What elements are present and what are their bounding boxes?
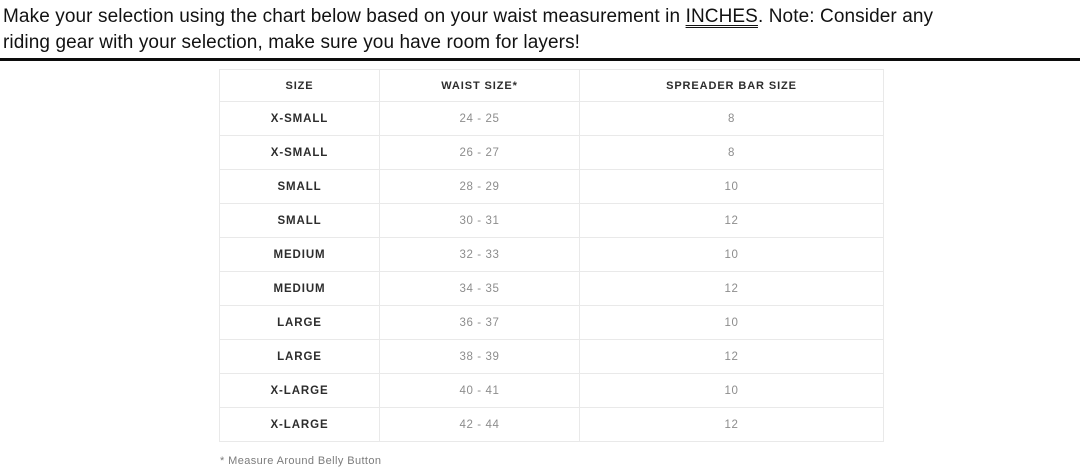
waist-cell: 30 - 31 [379, 203, 580, 238]
size-cell: LARGE [219, 305, 380, 340]
spreader-cell: 12 [579, 339, 884, 374]
table-row: LARGE 38 - 39 12 [219, 339, 884, 374]
spreader-cell: 12 [579, 271, 884, 306]
size-cell: SMALL [219, 203, 380, 238]
size-chart: SIZE WAIST SIZE* SPREADER BAR SIZE X-SMA… [219, 69, 884, 442]
inches-emphasis: INCHES [685, 6, 758, 27]
table-row: X-LARGE 40 - 41 10 [219, 373, 884, 408]
waist-cell: 36 - 37 [379, 305, 580, 340]
waist-cell: 24 - 25 [379, 101, 580, 136]
waist-cell: 34 - 35 [379, 271, 580, 306]
spreader-cell: 10 [579, 305, 884, 340]
table-row: SMALL 30 - 31 12 [219, 203, 884, 238]
table-row: LARGE 36 - 37 10 [219, 305, 884, 340]
spreader-cell: 10 [579, 169, 884, 204]
waist-cell: 42 - 44 [379, 407, 580, 442]
size-cell: X-SMALL [219, 135, 380, 170]
waist-cell: 32 - 33 [379, 237, 580, 272]
spreader-cell: 12 [579, 203, 884, 238]
instruction-line2: riding gear with your selection, make su… [3, 32, 581, 53]
header-row: SIZE WAIST SIZE* SPREADER BAR SIZE [219, 69, 884, 102]
instruction-line1-after: . Note: Consider any [757, 6, 934, 27]
size-cell: X-SMALL [219, 101, 380, 136]
waist-cell: 40 - 41 [379, 373, 580, 408]
table-row: SMALL 28 - 29 10 [219, 169, 884, 204]
table-row: MEDIUM 32 - 33 10 [219, 237, 884, 272]
column-header-size: SIZE [219, 69, 380, 102]
table-row: X-LARGE 42 - 44 12 [219, 407, 884, 442]
size-cell: LARGE [219, 339, 380, 374]
instruction-text: Make your selection using the chart belo… [0, 0, 1080, 56]
table-row: X-SMALL 26 - 27 8 [219, 135, 884, 170]
size-cell: X-LARGE [219, 407, 380, 442]
divider-line [0, 58, 1080, 61]
spreader-cell: 12 [579, 407, 884, 442]
spreader-cell: 10 [579, 373, 884, 408]
waist-cell: 38 - 39 [379, 339, 580, 374]
spreader-cell: 10 [579, 237, 884, 272]
spreader-cell: 8 [579, 135, 884, 170]
column-header-spreader-bar-size: SPREADER BAR SIZE [579, 69, 884, 102]
size-cell: X-LARGE [219, 373, 380, 408]
spreader-cell: 8 [579, 101, 884, 136]
measurement-footnote: * Measure Around Belly Button [220, 455, 382, 467]
size-cell: MEDIUM [219, 237, 380, 272]
size-cell: MEDIUM [219, 271, 380, 306]
waist-cell: 26 - 27 [379, 135, 580, 170]
size-chart-table: SIZE WAIST SIZE* SPREADER BAR SIZE X-SMA… [219, 69, 884, 442]
column-header-waist-size: WAIST SIZE* [379, 69, 580, 102]
table-row: X-SMALL 24 - 25 8 [219, 101, 884, 136]
table-row: MEDIUM 34 - 35 12 [219, 271, 884, 306]
waist-cell: 28 - 29 [379, 169, 580, 204]
size-cell: SMALL [219, 169, 380, 204]
instruction-line1-before: Make your selection using the chart belo… [3, 6, 686, 27]
